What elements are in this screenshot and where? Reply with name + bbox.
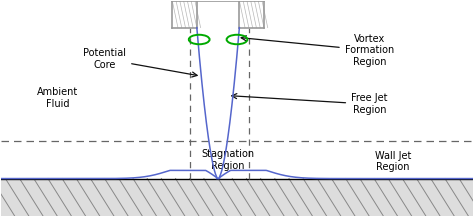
Text: Stagnation
Region: Stagnation Region	[201, 150, 254, 171]
Bar	[0, 179, 474, 216]
Text: Vortex
Formation
Region: Vortex Formation Region	[241, 34, 394, 67]
Text: Ambient
Fluid: Ambient Fluid	[37, 87, 78, 108]
Text: Wall Jet
Region: Wall Jet Region	[375, 151, 411, 172]
Text: Free Jet
Region: Free Jet Region	[232, 93, 388, 115]
Text: Potential
Core: Potential Core	[83, 48, 197, 77]
